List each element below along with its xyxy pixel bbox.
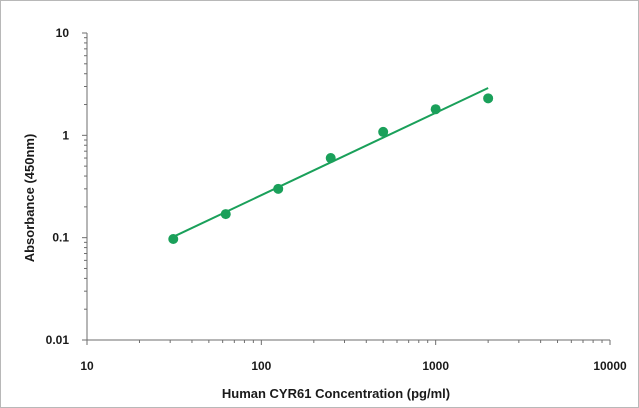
x-axis-ticks — [86, 340, 611, 345]
x-tick-label: 10000 — [593, 359, 627, 373]
data-points — [168, 93, 494, 245]
x-tick-label: 100 — [251, 359, 271, 373]
data-point — [430, 104, 441, 115]
data-point — [483, 93, 494, 104]
tick-labels: 10 1 0.1 0.01 10 100 1000 10000 — [46, 26, 627, 373]
y-tick-label: 0.1 — [52, 231, 69, 245]
data-point — [378, 126, 389, 137]
data-point — [220, 209, 231, 220]
x-tick-label: 1000 — [422, 359, 449, 373]
x-tick-label: 10 — [80, 359, 94, 373]
data-point — [168, 234, 179, 245]
axes — [82, 32, 611, 345]
y-tick-label: 0.01 — [46, 333, 70, 347]
data-point — [325, 153, 336, 164]
data-point — [273, 183, 284, 194]
x-axis-title: Human CYR61 Concentration (pg/ml) — [222, 386, 450, 401]
y-axis-title: Absorbance (450nm) — [22, 134, 37, 263]
y-axis-ticks — [82, 32, 87, 341]
y-tick-label: 1 — [62, 128, 69, 142]
y-tick-label: 10 — [56, 26, 70, 40]
